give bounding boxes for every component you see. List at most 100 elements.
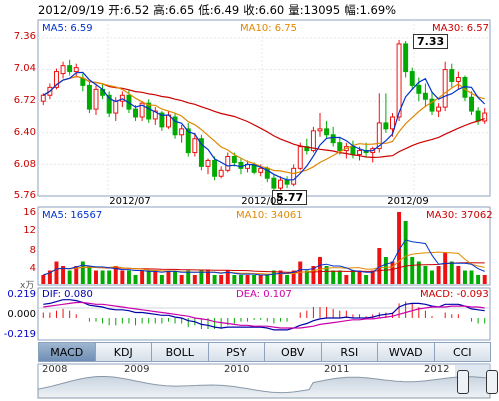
volume-tick: 16 bbox=[23, 207, 36, 218]
candle-body bbox=[205, 159, 211, 167]
volume-bar bbox=[258, 275, 263, 284]
candle-body bbox=[277, 179, 283, 189]
volume-bar bbox=[318, 257, 322, 284]
volume-bar bbox=[107, 270, 112, 284]
candle-body bbox=[429, 98, 435, 112]
candle-body bbox=[113, 100, 119, 114]
macd-panel-frame bbox=[37, 287, 491, 341]
price-tick: 5.76 bbox=[13, 190, 36, 201]
candle-body bbox=[152, 110, 158, 120]
tab-wvad[interactable]: WVAD bbox=[377, 342, 435, 362]
candle-body bbox=[139, 102, 145, 118]
navigator-year: 2009 bbox=[124, 364, 150, 375]
candle-body bbox=[330, 134, 336, 144]
volume-bar bbox=[403, 221, 408, 284]
tab-boll[interactable]: BOLL bbox=[151, 342, 209, 362]
candle-body bbox=[337, 142, 343, 152]
header-high: 高:6.65 bbox=[153, 3, 195, 17]
candle-body bbox=[376, 122, 382, 150]
volume-bar bbox=[87, 266, 92, 284]
volume-bar bbox=[337, 270, 342, 284]
volume-tick: 4 bbox=[29, 263, 36, 274]
vol-ma10-line bbox=[43, 251, 485, 276]
candle-body bbox=[73, 67, 79, 73]
volume-bar bbox=[357, 270, 362, 284]
volume-bar bbox=[238, 275, 243, 284]
navigator-year: 2011 bbox=[324, 364, 350, 375]
candle-body bbox=[297, 146, 303, 169]
candle-body bbox=[436, 106, 442, 112]
price-tick: 6.72 bbox=[13, 95, 36, 106]
price-tick: 6.40 bbox=[13, 127, 36, 138]
volume-bar bbox=[456, 266, 461, 284]
tab-psy[interactable]: PSY bbox=[207, 342, 265, 362]
candle-body bbox=[317, 128, 323, 132]
navigator-year: 2008 bbox=[42, 364, 68, 375]
candle-body bbox=[324, 128, 330, 136]
volume-bar bbox=[199, 270, 204, 284]
dea-label: DEA: 0.107 bbox=[236, 289, 292, 300]
header-change: 幅:1.69% bbox=[344, 3, 397, 17]
volume-bar bbox=[416, 261, 421, 284]
volume-bar bbox=[67, 270, 72, 284]
ma10-line bbox=[42, 75, 485, 175]
candle-body bbox=[212, 159, 218, 177]
navigator-year: 2012 bbox=[424, 364, 450, 375]
volume-tick: 12 bbox=[23, 225, 36, 236]
tab-rsi[interactable]: RSI bbox=[320, 342, 378, 362]
dif-line bbox=[43, 299, 485, 331]
candle-body bbox=[291, 167, 297, 185]
price-tick: 7.04 bbox=[13, 63, 36, 74]
volume-bar bbox=[390, 261, 395, 284]
vol-ma10-label: MA10: 34061 bbox=[236, 210, 303, 221]
candle-body bbox=[442, 69, 448, 108]
volume-bar bbox=[331, 270, 336, 284]
candle-body bbox=[80, 77, 86, 86]
grid-lines bbox=[38, 20, 490, 309]
candle-body bbox=[67, 65, 73, 73]
volume-bar bbox=[166, 270, 171, 284]
tab-macd[interactable]: MACD bbox=[38, 342, 96, 362]
header-volume: 量:13095 bbox=[288, 3, 341, 17]
tab-obv[interactable]: OBV bbox=[264, 342, 322, 362]
candle-body bbox=[310, 130, 316, 152]
volume-bar bbox=[173, 270, 178, 284]
volume-bar bbox=[225, 270, 230, 284]
volume-bar bbox=[285, 275, 290, 284]
price-tick: 7.36 bbox=[13, 31, 36, 42]
volume-bar bbox=[469, 270, 474, 284]
candle-body bbox=[284, 179, 290, 185]
volume-bar bbox=[212, 275, 217, 284]
volume-bar bbox=[206, 270, 210, 284]
volume-bar bbox=[252, 275, 257, 284]
volume-bar bbox=[462, 270, 467, 284]
dif-label: DIF: 0.080 bbox=[42, 289, 93, 300]
moving-averages bbox=[42, 71, 486, 181]
volume-bar bbox=[377, 248, 382, 284]
volume-bar bbox=[370, 270, 375, 284]
x-date: 2012/08 bbox=[241, 196, 283, 207]
tab-kdj[interactable]: KDJ bbox=[94, 342, 152, 362]
header-low: 低:6.49 bbox=[198, 3, 240, 17]
volume-bar bbox=[186, 270, 191, 284]
candle-body bbox=[475, 110, 481, 122]
volume-bar bbox=[126, 270, 131, 284]
candle-body bbox=[60, 65, 66, 75]
volume-bar bbox=[232, 275, 237, 284]
volume-bar bbox=[47, 270, 52, 284]
volume-bar bbox=[120, 270, 125, 284]
navigator-left-handle[interactable] bbox=[457, 370, 469, 394]
navigator-right-handle[interactable] bbox=[486, 370, 498, 394]
tab-cci[interactable]: CCI bbox=[433, 342, 491, 362]
header-date: 2012/09/19 bbox=[38, 3, 105, 17]
volume-bar bbox=[179, 275, 184, 284]
candle-body bbox=[146, 102, 152, 120]
volume-bar bbox=[344, 275, 349, 284]
candle-body bbox=[482, 112, 488, 122]
candle-body bbox=[271, 177, 277, 189]
volume-bar bbox=[410, 257, 415, 284]
x-date: 2012/09 bbox=[387, 196, 429, 207]
candle-body bbox=[179, 128, 185, 136]
volume-bar bbox=[219, 275, 224, 284]
